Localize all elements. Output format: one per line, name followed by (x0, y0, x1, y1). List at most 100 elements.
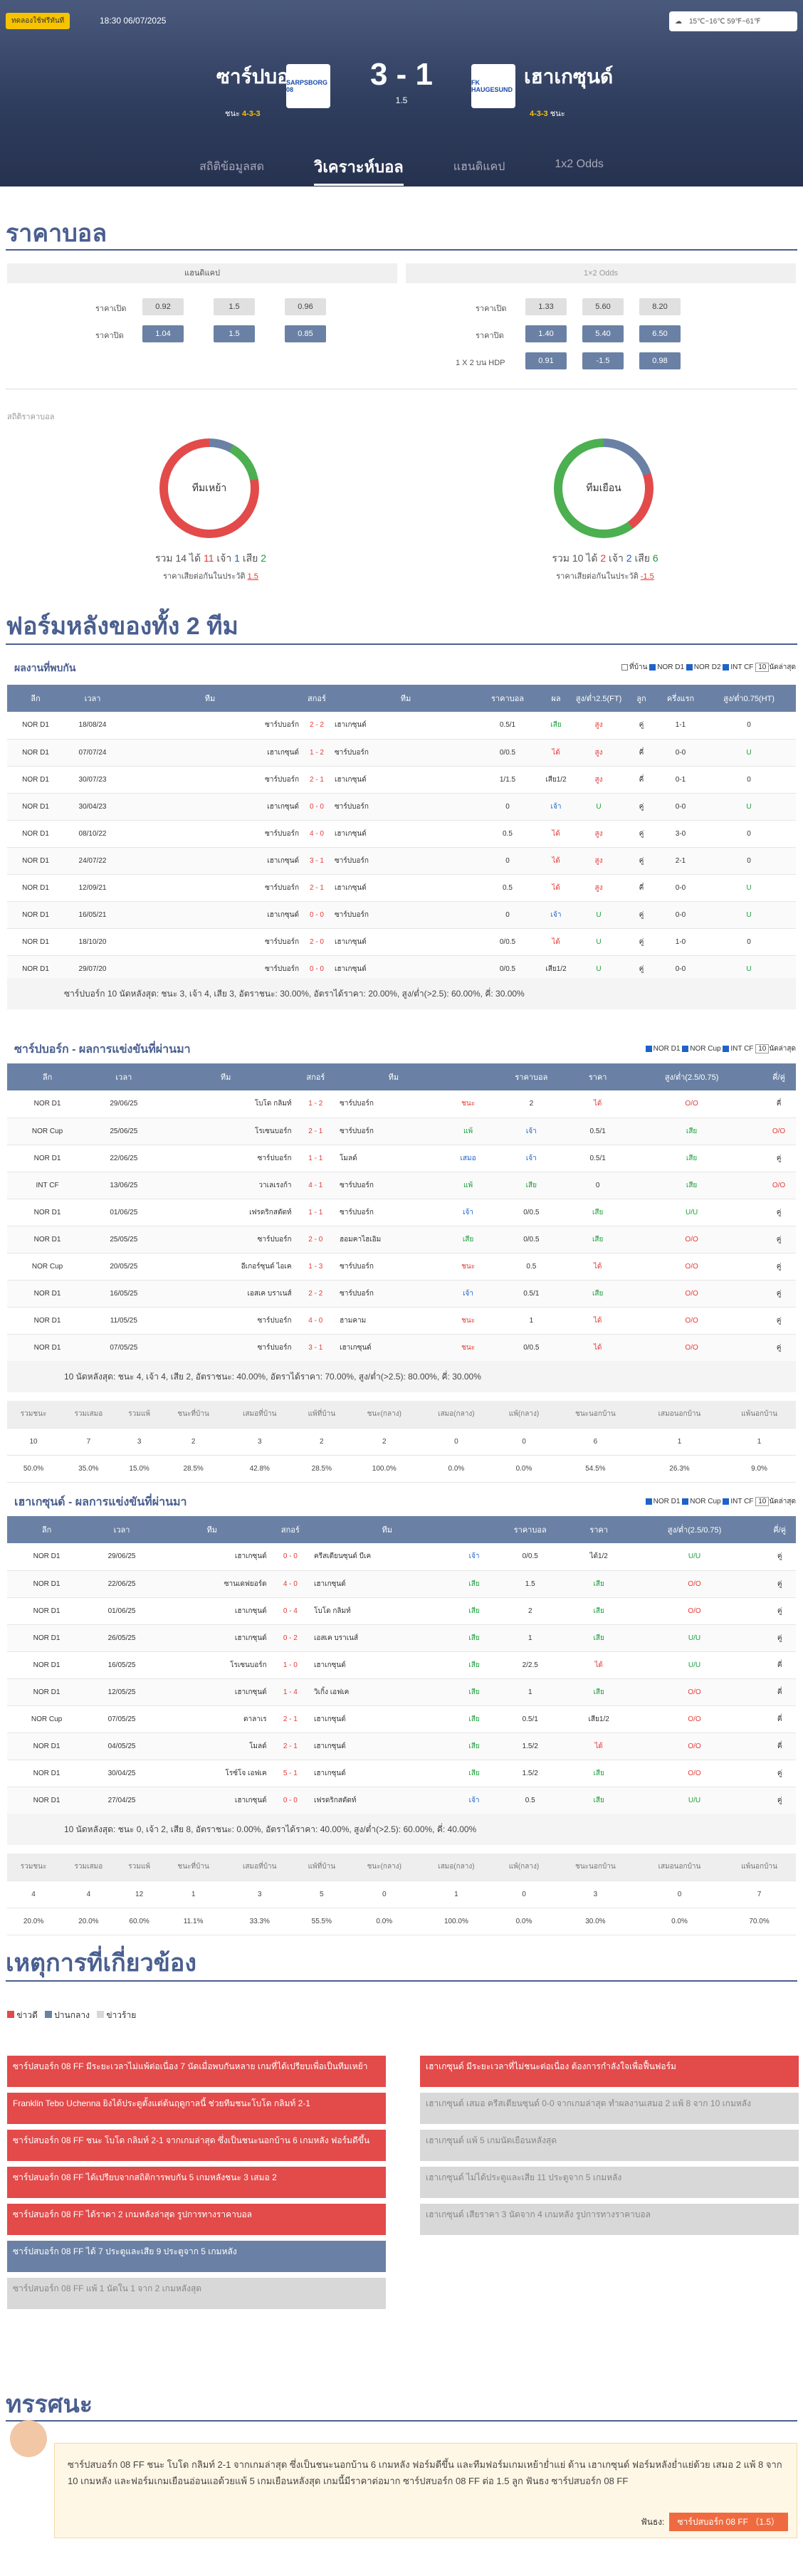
filter-checkbox[interactable] (682, 1498, 689, 1505)
table-cell: NOR D1 (7, 1334, 88, 1362)
table-cell[interactable]: ซาร์ปบอร์ก (335, 847, 477, 875)
table-cell[interactable]: ซาร์ปบอร์ก (121, 928, 299, 956)
table-cell[interactable]: โมลด์ (157, 1733, 267, 1760)
table-cell[interactable]: ซาร์ปบอร์ก (121, 766, 299, 794)
table-cell[interactable]: โมลด์ (340, 1145, 448, 1172)
table-cell: NOR D1 (7, 1570, 87, 1598)
tab-1x2-odds[interactable]: 1x2 Odds (555, 158, 604, 170)
table-cell[interactable]: ครีสเตียนซุนด์ บีเค (314, 1543, 461, 1571)
count-select[interactable]: 10 (755, 1044, 770, 1053)
filter-checkbox[interactable] (723, 1045, 730, 1052)
table-cell[interactable]: โรเซนบอร์ก (159, 1118, 292, 1145)
table-cell: O/O (621, 1090, 762, 1118)
table-cell[interactable]: เฮาเกซุนด์ (314, 1760, 461, 1787)
filter-checkbox[interactable] (723, 663, 730, 671)
table-cell[interactable]: ฮามคาม (340, 1307, 448, 1335)
table-cell[interactable]: ซาร์ปบอร์ก (340, 1172, 448, 1199)
table-cell[interactable]: เฮาเกซุนด์ (157, 1678, 267, 1706)
table-cell[interactable]: เฮาเกซุนด์ (335, 928, 477, 956)
table-cell: 29/06/25 (88, 1090, 160, 1118)
table-cell: 07/07/24 (64, 739, 121, 767)
table-cell[interactable]: ซาร์ปบอร์ก (121, 712, 299, 740)
table-cell[interactable]: เฮาเกซุนด์ (335, 766, 477, 794)
table-cell: 5 - 1 (266, 1760, 315, 1787)
table-cell: เสีย (488, 1172, 574, 1199)
table-cell: 1.5/2 (488, 1760, 572, 1787)
free-trial-badge[interactable]: ทดลองใช้ฟรีทันที (6, 13, 70, 29)
table-cell[interactable]: ซาร์ปบอร์ก (340, 1199, 448, 1226)
weather-text: 15℃~16℃ 59℉~61℉ (689, 17, 761, 26)
1x2-subtab[interactable]: 1×2 Odds (406, 263, 796, 283)
filter-checkbox[interactable] (645, 1045, 652, 1052)
table-cell[interactable]: ซาร์ปบอร์ก (159, 1145, 292, 1172)
table-cell: ชนะ (447, 1090, 489, 1118)
table-cell[interactable]: เฮาเกซุนด์ (335, 712, 477, 740)
table-cell[interactable]: เฮาเกซุนด์ (157, 1597, 267, 1625)
table-cell[interactable]: ซาร์ปบอร์ก (121, 820, 299, 848)
table-cell[interactable]: ซาร์ปบอร์ก (159, 1226, 292, 1253)
filter-checkbox[interactable] (723, 1498, 730, 1505)
table-cell[interactable]: โรซ์โจ เอฟเค (157, 1760, 267, 1787)
away-team-name[interactable]: เฮาเกซุนด์ (524, 65, 614, 88)
handicap-subtab[interactable]: แฮนดิแคป (7, 263, 397, 283)
table-cell[interactable]: เฮาเกซุนด์ (121, 847, 299, 875)
tab-analysis[interactable]: วิเคราะห์บอล (314, 154, 404, 186)
table-cell[interactable]: โรเซนบอร์ก (157, 1651, 267, 1679)
table-cell[interactable]: เฮาเกซุนด์ (340, 1334, 448, 1362)
tab-handicap[interactable]: แฮนดิแคป (453, 161, 505, 173)
table-cell[interactable]: ซาร์ปบอร์ก (340, 1280, 448, 1308)
table-cell[interactable]: วิเกิ้ง เอฟเค (314, 1678, 461, 1706)
filter-checkbox[interactable] (649, 663, 656, 671)
table-cell[interactable]: ซาร์ปบอร์ก (340, 1118, 448, 1145)
table-cell[interactable]: เฮาเกซุนด์ (314, 1651, 461, 1679)
filter-checkbox[interactable] (621, 663, 629, 671)
table-cell[interactable]: เอสเค บราเนส์ (314, 1624, 461, 1652)
table-cell[interactable]: เฮาเกซุนด์ (121, 793, 299, 821)
table-cell[interactable]: เฮาเกซุนด์ (157, 1624, 267, 1652)
filter-checkbox[interactable] (682, 1045, 689, 1052)
count-select[interactable]: 10 (755, 663, 770, 672)
table-cell[interactable]: ซานเดฟยอร์ด (157, 1570, 267, 1598)
table-cell[interactable]: เฮาเกซุนด์ (121, 739, 299, 767)
table-cell[interactable]: ซาร์ปบอร์ก (121, 874, 299, 902)
table-cell: แพ้ (447, 1118, 489, 1145)
tab-live-stats[interactable]: สถิติข้อมูลสด (199, 161, 265, 173)
table-cell[interactable]: เอสเค บราเนส์ (159, 1280, 292, 1308)
table-row: NOR D1 27/04/25 เฮาเกซุนด์ 0 - 0 เฟรดริกสตัด… (7, 1787, 796, 1814)
table-cell[interactable]: เฟรดริกสตัดท์ (159, 1199, 292, 1226)
table-cell[interactable]: เฮาเกซุนด์ (157, 1787, 267, 1814)
table-cell[interactable]: ซาร์ปบอร์ก (159, 1334, 292, 1362)
table-cell: 2 - 0 (291, 1226, 340, 1253)
table-cell[interactable]: ซาร์ปบอร์ก (340, 1253, 448, 1281)
table-cell[interactable]: ซาร์ปบอร์ก (340, 1090, 448, 1118)
table-cell[interactable]: ดาลาเร (157, 1705, 267, 1733)
table-cell[interactable]: เฮาเกซุนด์ (121, 901, 299, 929)
table-cell[interactable]: ซาร์ปบอร์ก (335, 793, 477, 821)
table-cell[interactable]: เฮาเกซุนด์ (335, 820, 477, 848)
table-cell: O/O (621, 1226, 762, 1253)
table-cell: สูง (574, 739, 624, 767)
table-cell[interactable]: ซาร์ปบอร์ก (159, 1307, 292, 1335)
away-recent-summary: 10 นัดหลังสุด: ชนะ 0, เจ้า 2, เสีย 8, อั… (7, 1814, 796, 1845)
table-cell[interactable]: ซาร์ปบอร์ก (335, 901, 477, 929)
table-cell[interactable]: ซาร์ปบอร์ก (335, 739, 477, 767)
table-row: NOR D1 18/08/24 ซาร์ปบอร์ก 2 - 2 เฮาเกซุนด์ 0… (7, 712, 796, 740)
filter-checkbox[interactable] (645, 1498, 652, 1505)
table-cell: ได้ (538, 820, 574, 848)
table-cell[interactable]: เฟรดริกสตัดท์ (314, 1787, 461, 1814)
table-cell[interactable]: ฮอมคาไฮเอิม (340, 1226, 448, 1253)
table-cell: NOR D1 (7, 847, 64, 875)
table-cell[interactable]: อีเกอร์ซุนด์ ไอเค (159, 1253, 292, 1281)
table-cell[interactable]: โบโด กลิมท์ (159, 1090, 292, 1118)
table-cell[interactable]: เฮาเกซุนด์ (157, 1543, 267, 1571)
table-cell[interactable]: เฮาเกซุนด์ (314, 1733, 461, 1760)
table-cell: O/O (625, 1570, 764, 1598)
filter-checkbox[interactable] (686, 663, 693, 671)
table-cell[interactable]: เฮาเกซุนด์ (335, 874, 477, 902)
away-odds-line: ราคาเสียต่อกันในประวัติ -1.5 (556, 572, 654, 581)
table-cell[interactable]: เฮาเกซุนด์ (314, 1570, 461, 1598)
table-cell[interactable]: โบโด กลิมท์ (314, 1597, 461, 1625)
table-cell[interactable]: เฮาเกซุนด์ (314, 1705, 461, 1733)
table-cell[interactable]: วาเลเรงก้า (159, 1172, 292, 1199)
count-select[interactable]: 10 (755, 1497, 770, 1506)
